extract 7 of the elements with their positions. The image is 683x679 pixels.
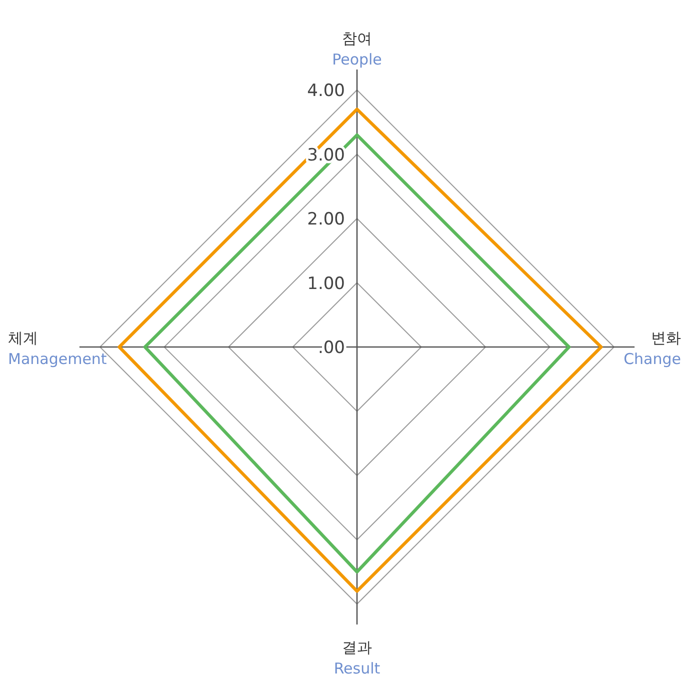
- spoke-label: 참여 People: [332, 29, 382, 68]
- y-tick-label: 1.00: [307, 274, 345, 294]
- y-tick-label: 4.00: [307, 81, 345, 101]
- y-tick-label: 2.00: [307, 210, 345, 230]
- spoke-label: 결과 Result: [334, 638, 380, 678]
- spoke-label: 변화 Change: [624, 329, 681, 368]
- spoke-label: 체계 Management: [8, 329, 107, 368]
